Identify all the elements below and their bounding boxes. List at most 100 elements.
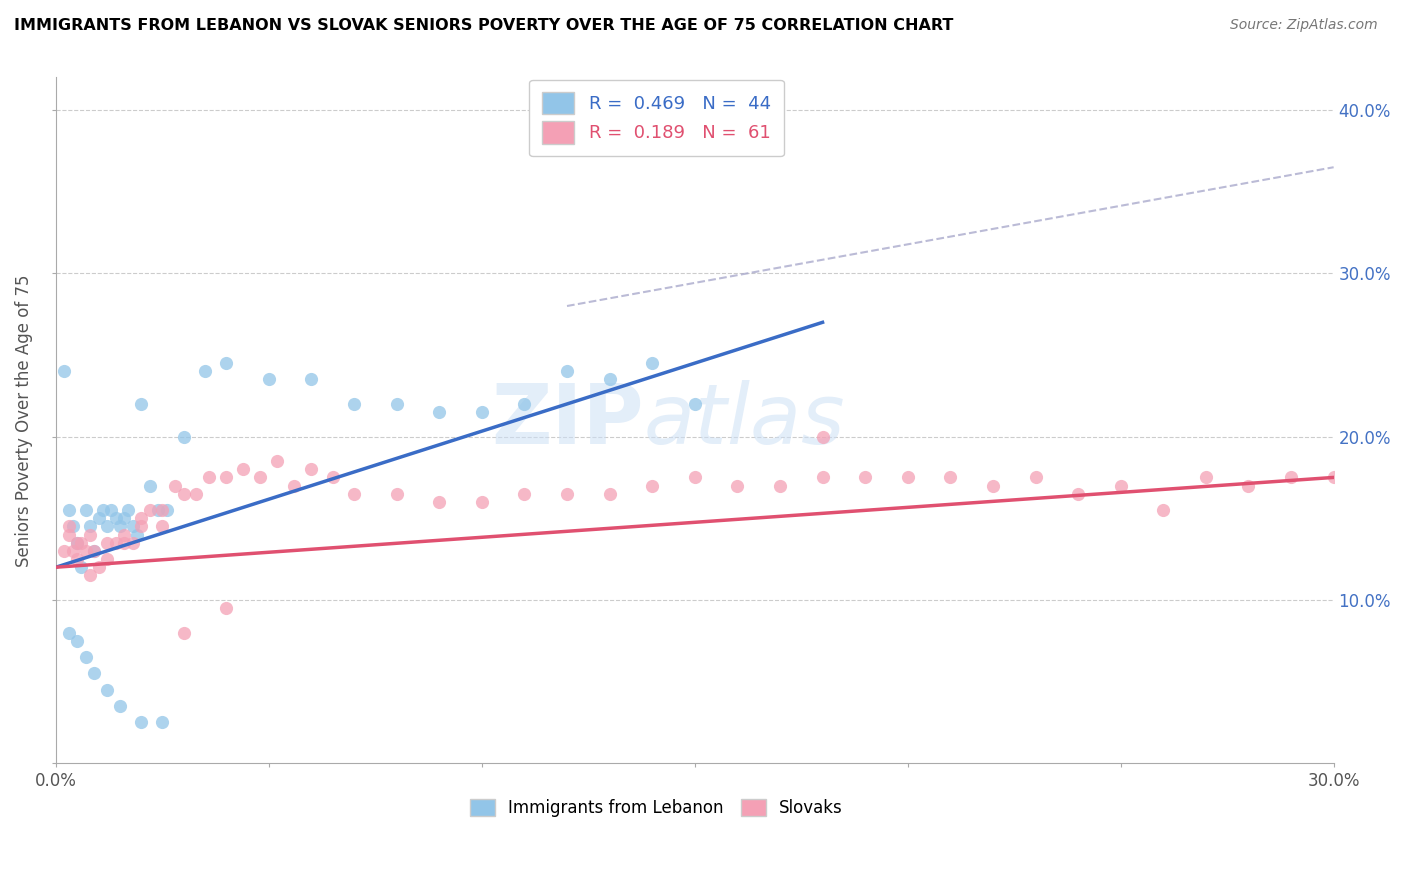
Point	[83, 544, 105, 558]
Point	[266, 454, 288, 468]
Point	[121, 535, 143, 549]
Point	[129, 397, 152, 411]
Point	[301, 372, 323, 386]
Point	[173, 429, 195, 443]
Point	[79, 568, 101, 582]
Point	[249, 470, 271, 484]
Point	[641, 356, 664, 370]
Point	[1109, 478, 1132, 492]
Point	[96, 552, 118, 566]
Point	[215, 356, 238, 370]
Point	[1195, 470, 1218, 484]
Point	[981, 478, 1004, 492]
Point	[152, 519, 174, 533]
Point	[112, 535, 135, 549]
Point	[173, 487, 195, 501]
Point	[138, 478, 160, 492]
Point	[385, 487, 408, 501]
Point	[343, 487, 366, 501]
Point	[58, 503, 80, 517]
Point	[427, 405, 450, 419]
Point	[129, 519, 152, 533]
Point	[112, 527, 135, 541]
Point	[75, 503, 97, 517]
Point	[66, 552, 89, 566]
Point	[385, 397, 408, 411]
Point	[83, 666, 105, 681]
Point	[1323, 470, 1346, 484]
Point	[62, 519, 84, 533]
Point	[70, 560, 93, 574]
Text: ZIP: ZIP	[491, 380, 644, 461]
Point	[513, 397, 536, 411]
Point	[725, 478, 748, 492]
Point	[96, 682, 118, 697]
Point	[232, 462, 254, 476]
Point	[75, 650, 97, 665]
Point	[165, 478, 187, 492]
Point	[853, 470, 876, 484]
Point	[156, 503, 179, 517]
Point	[683, 470, 706, 484]
Point	[112, 511, 135, 525]
Point	[70, 535, 93, 549]
Point	[186, 487, 208, 501]
Point	[87, 511, 110, 525]
Point	[322, 470, 344, 484]
Point	[1152, 503, 1174, 517]
Point	[811, 429, 834, 443]
Point	[83, 544, 105, 558]
Point	[108, 698, 131, 713]
Point	[257, 372, 280, 386]
Point	[152, 503, 174, 517]
Legend: Immigrants from Lebanon, Slovaks: Immigrants from Lebanon, Slovaks	[464, 792, 849, 823]
Text: Source: ZipAtlas.com: Source: ZipAtlas.com	[1230, 18, 1378, 32]
Point	[194, 364, 217, 378]
Point	[769, 478, 792, 492]
Point	[79, 527, 101, 541]
Point	[58, 625, 80, 640]
Point	[96, 535, 118, 549]
Point	[66, 535, 89, 549]
Y-axis label: Seniors Poverty Over the Age of 75: Seniors Poverty Over the Age of 75	[15, 274, 32, 566]
Point	[215, 601, 238, 615]
Text: atlas: atlas	[644, 380, 845, 461]
Point	[104, 535, 127, 549]
Point	[811, 470, 834, 484]
Point	[599, 487, 621, 501]
Point	[75, 544, 97, 558]
Point	[427, 495, 450, 509]
Point	[91, 503, 114, 517]
Point	[66, 633, 89, 648]
Point	[283, 478, 305, 492]
Point	[66, 535, 89, 549]
Point	[100, 503, 122, 517]
Point	[301, 462, 323, 476]
Point	[79, 519, 101, 533]
Point	[471, 405, 494, 419]
Point	[117, 503, 139, 517]
Point	[108, 519, 131, 533]
Point	[62, 544, 84, 558]
Point	[1067, 487, 1090, 501]
Point	[87, 560, 110, 574]
Point	[555, 487, 578, 501]
Point	[513, 487, 536, 501]
Point	[897, 470, 920, 484]
Point	[1024, 470, 1046, 484]
Point	[53, 544, 76, 558]
Point	[939, 470, 962, 484]
Point	[58, 519, 80, 533]
Point	[1279, 470, 1302, 484]
Point	[215, 470, 238, 484]
Point	[58, 527, 80, 541]
Point	[146, 503, 169, 517]
Point	[641, 478, 664, 492]
Point	[555, 364, 578, 378]
Point	[53, 364, 76, 378]
Point	[173, 625, 195, 640]
Point	[125, 527, 148, 541]
Point	[1237, 478, 1260, 492]
Point	[121, 519, 143, 533]
Point	[129, 715, 152, 730]
